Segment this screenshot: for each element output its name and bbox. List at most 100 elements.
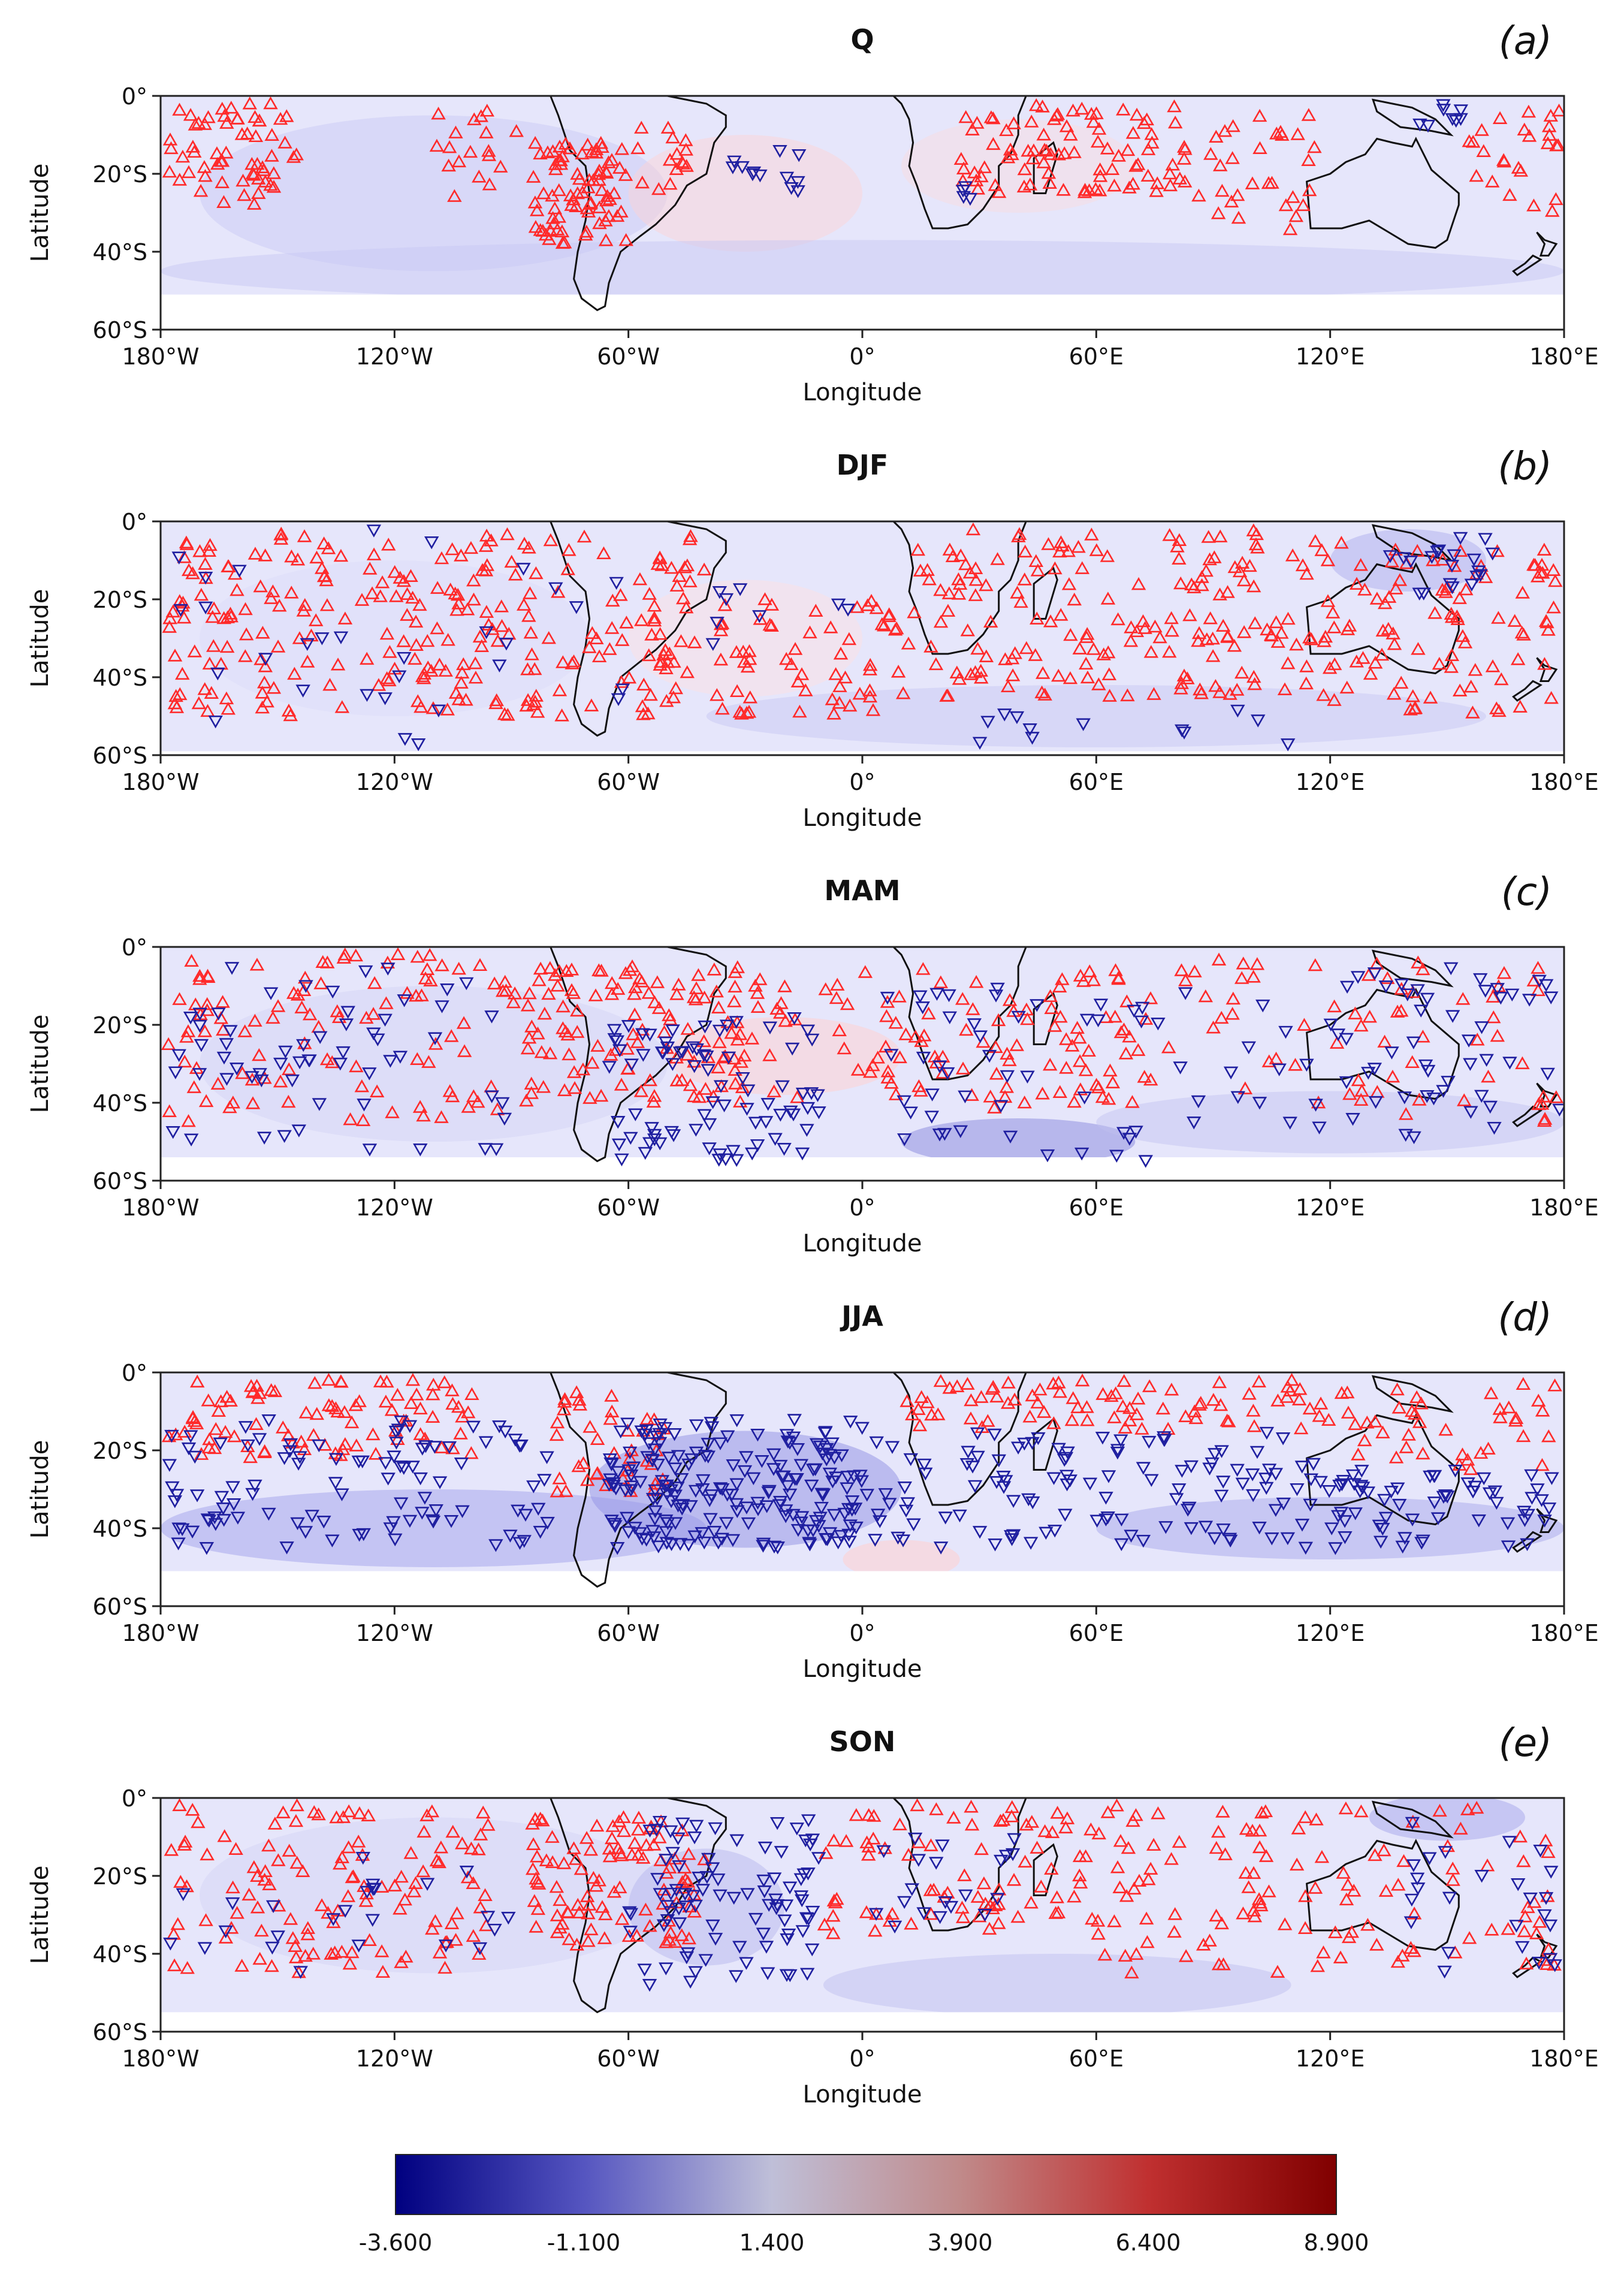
negative-marker (388, 1425, 404, 1439)
positive-marker (489, 693, 504, 707)
negative-marker (688, 1899, 703, 1913)
positive-marker (1107, 1009, 1123, 1023)
colorbar-gradient (395, 2154, 1337, 2215)
positive-marker (593, 135, 608, 149)
negative-marker (1339, 1076, 1354, 1090)
positive-marker (591, 649, 607, 663)
positive-marker (472, 958, 488, 971)
negative-marker (750, 1428, 765, 1442)
positive-marker (1042, 1057, 1058, 1071)
negative-marker (636, 1049, 651, 1062)
positive-marker (1486, 989, 1501, 1003)
positive-marker (1180, 671, 1195, 684)
positive-marker (1501, 1922, 1516, 1935)
positive-marker (680, 1022, 696, 1035)
positive-marker (999, 123, 1014, 137)
negative-marker (1282, 1117, 1297, 1130)
negative-marker (777, 1914, 792, 1927)
negative-marker (891, 1531, 905, 1545)
positive-marker (1521, 104, 1537, 118)
positive-marker (651, 1001, 667, 1014)
positive-marker (777, 979, 792, 992)
negative-marker (932, 1911, 947, 1924)
positive-marker (1065, 103, 1080, 117)
negative-marker (933, 1541, 949, 1555)
negative-marker (729, 1498, 744, 1511)
negative-marker (1523, 1892, 1538, 1906)
positive-marker (449, 603, 464, 616)
positive-marker (611, 1814, 627, 1827)
no-data-area (161, 1157, 1564, 1181)
negative-marker (224, 962, 240, 975)
positive-marker (1548, 192, 1563, 206)
positive-marker (1236, 957, 1251, 970)
negative-marker (606, 1480, 621, 1493)
positive-marker (519, 1093, 534, 1107)
negative-marker (1463, 1058, 1478, 1071)
positive-marker (346, 1869, 361, 1882)
positive-marker (1432, 1803, 1447, 1817)
positive-marker (623, 1451, 638, 1464)
negative-marker (701, 1852, 716, 1866)
positive-marker (413, 1401, 428, 1415)
x-tick-label: 120°E (1296, 769, 1365, 795)
positive-marker (1080, 627, 1095, 640)
positive-marker (1083, 1823, 1098, 1836)
positive-marker (828, 1895, 843, 1909)
positive-marker (234, 127, 250, 140)
negative-marker (393, 1497, 409, 1510)
positive-marker (696, 562, 712, 576)
positive-marker (677, 560, 692, 574)
positive-marker (1282, 222, 1298, 236)
y-tick-label: 20°S (93, 587, 147, 613)
positive-marker (292, 631, 307, 644)
positive-marker (631, 1811, 647, 1824)
positive-marker (1404, 1404, 1420, 1417)
positive-marker (177, 1838, 192, 1851)
positive-marker (211, 1404, 227, 1417)
negative-marker (869, 1436, 884, 1450)
positive-marker (451, 596, 466, 610)
positive-marker (924, 1407, 939, 1421)
positive-marker (1091, 122, 1107, 135)
positive-marker (1535, 1404, 1550, 1417)
positive-marker (1067, 592, 1082, 606)
positive-marker (956, 161, 971, 174)
positive-marker (198, 557, 213, 570)
positive-marker (242, 96, 258, 110)
negative-marker (370, 1033, 385, 1046)
positive-marker (175, 149, 191, 163)
positive-marker (933, 615, 949, 628)
positive-marker (955, 992, 970, 1005)
negative-marker (775, 1080, 790, 1094)
positive-marker (884, 1076, 899, 1089)
positive-marker (665, 130, 680, 144)
positive-marker (219, 116, 234, 129)
negative-marker (1525, 1492, 1540, 1505)
positive-marker (394, 1869, 409, 1883)
negative-marker (1538, 1892, 1554, 1905)
negative-marker (692, 1872, 707, 1885)
positive-marker (870, 1051, 885, 1064)
negative-marker (1134, 1015, 1149, 1029)
positive-marker (717, 1049, 733, 1063)
negative-marker (808, 1463, 823, 1476)
negative-marker (843, 1416, 858, 1429)
positive-marker (237, 1024, 252, 1037)
positive-marker (1312, 1409, 1327, 1422)
new-zealand-north-outline (1536, 231, 1558, 257)
positive-marker (710, 688, 725, 701)
positive-marker (259, 694, 274, 708)
positive-marker (1033, 1382, 1048, 1396)
positive-marker (1086, 114, 1101, 128)
positive-marker (1108, 1386, 1123, 1399)
negative-marker (746, 1472, 761, 1486)
negative-marker (1420, 1064, 1436, 1078)
negative-marker (1530, 1483, 1545, 1496)
positive-marker (1348, 1417, 1363, 1431)
positive-marker (1005, 668, 1021, 681)
positive-marker (468, 671, 484, 684)
positive-marker (245, 1385, 261, 1398)
negative-marker (1445, 1010, 1460, 1023)
negative-marker (397, 994, 412, 1007)
